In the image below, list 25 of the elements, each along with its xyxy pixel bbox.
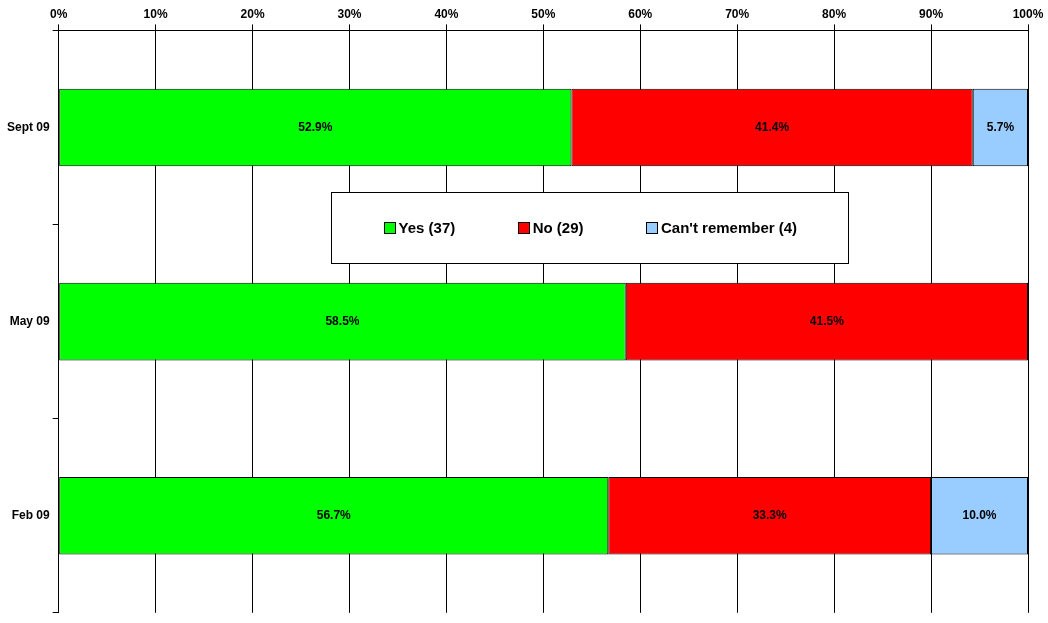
legend-label: No (29) <box>532 219 584 237</box>
legend-label: Can't remember (4) <box>660 219 798 237</box>
y-tick-label: May 09 <box>9 313 51 328</box>
x-tick-label: 70% <box>725 6 750 21</box>
y-tick-label: Sept 09 <box>7 119 51 134</box>
x-tick-label: 0% <box>50 6 68 21</box>
data-label: 5.7% <box>986 119 1015 134</box>
x-tick-label: 20% <box>240 6 265 21</box>
y-tick-label: Feb 09 <box>11 508 51 523</box>
x-tick-label: 60% <box>628 6 653 21</box>
data-label: 56.7% <box>316 508 352 523</box>
x-tick-label: 90% <box>919 6 944 21</box>
x-tick-label: 100% <box>1012 6 1044 21</box>
data-label: 41.5% <box>809 313 845 328</box>
x-tick-label: 80% <box>822 6 847 21</box>
x-tick-label: 10% <box>143 6 168 21</box>
legend-label: Yes (37) <box>398 219 456 237</box>
data-label: 41.4% <box>755 119 790 134</box>
data-label: 10.0% <box>962 508 997 523</box>
data-label: 52.9% <box>298 119 333 134</box>
x-tick-label: 40% <box>434 6 459 21</box>
x-tick-label: 30% <box>337 6 362 21</box>
data-label: 33.3% <box>752 508 788 523</box>
x-tick-label: 50% <box>531 6 556 21</box>
data-label: 58.5% <box>325 313 360 328</box>
